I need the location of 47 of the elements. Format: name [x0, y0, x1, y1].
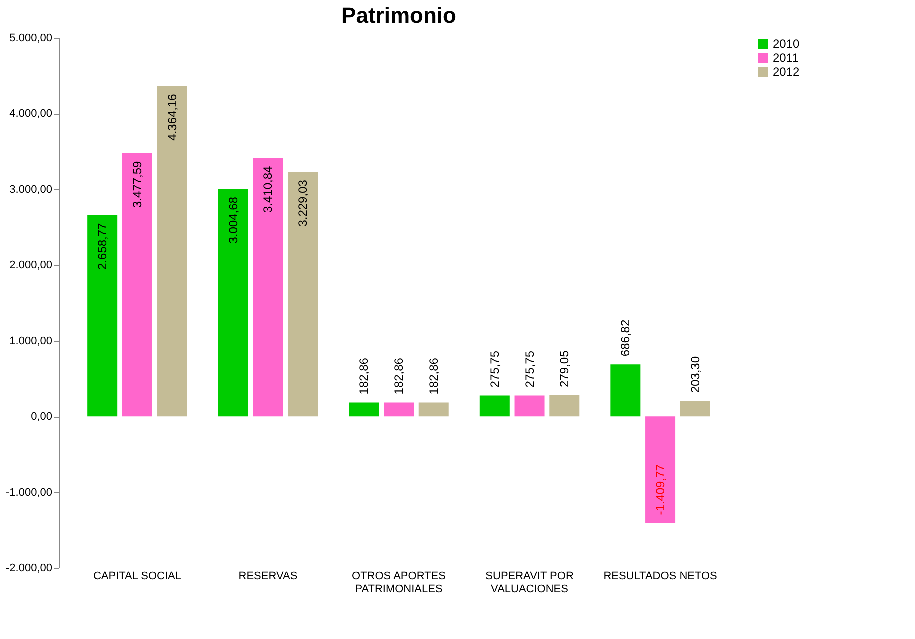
- data-label: 3.477,59: [130, 160, 144, 208]
- bar: [646, 416, 676, 524]
- x-tick-label: CAPITAL SOCIAL: [93, 570, 182, 582]
- bar: [384, 402, 414, 417]
- bar: [349, 402, 380, 417]
- legend-label: 2011: [773, 51, 800, 65]
- y-tick-label: -2.000,00: [6, 562, 52, 574]
- x-tick-label: RESULTADOS NETOS: [604, 570, 718, 582]
- data-label: 182,86: [426, 358, 441, 395]
- bar: [288, 172, 318, 417]
- legend-label: 2010: [773, 37, 800, 51]
- bar: [418, 402, 449, 417]
- chart-title: Patrimonio: [342, 3, 456, 28]
- bar: [680, 401, 710, 417]
- y-tick-label: 5.000,00: [10, 32, 52, 44]
- data-label: 182,86: [392, 358, 406, 395]
- y-tick-label: 0,00: [31, 411, 52, 424]
- bar: [157, 86, 188, 417]
- bar: [480, 396, 510, 417]
- y-tick-label: 3.000,00: [10, 184, 52, 196]
- y-tick-label: 1.000,00: [10, 335, 52, 348]
- data-label: 182,86: [357, 358, 372, 395]
- bar: [610, 364, 641, 417]
- x-tick-label: OTROS APORTES PATRIMONIALES: [352, 570, 446, 596]
- data-label: 4.364,16: [165, 94, 180, 141]
- bar: [122, 153, 152, 417]
- bar: [253, 158, 284, 417]
- bar: [514, 396, 545, 417]
- data-label: 3.410,84: [261, 166, 276, 214]
- bar: [550, 395, 580, 417]
- data-label: 3.004,68: [226, 196, 240, 244]
- bar: [88, 215, 118, 417]
- data-label: 275,75: [488, 350, 502, 388]
- y-tick-label: 4.000,00: [10, 108, 52, 120]
- bar: [218, 189, 248, 417]
- data-label: 203,30: [688, 356, 702, 394]
- data-label: 2.658,77: [96, 222, 110, 270]
- y-tick-label: 2.000,00: [10, 260, 52, 272]
- y-tick-label: -1.000,00: [6, 486, 52, 499]
- data-label: 275,75: [522, 350, 537, 388]
- data-label: -1.409,77: [654, 464, 668, 516]
- data-label: 279,05: [558, 350, 572, 388]
- data-label: 3.229,03: [296, 180, 310, 227]
- data-label: 686,82: [618, 320, 633, 357]
- x-tick-label: SUPERAVIT POR VALUACIONES: [486, 570, 574, 596]
- legend-label: 2012: [773, 65, 800, 79]
- x-tick-label: RESERVAS: [238, 570, 298, 582]
